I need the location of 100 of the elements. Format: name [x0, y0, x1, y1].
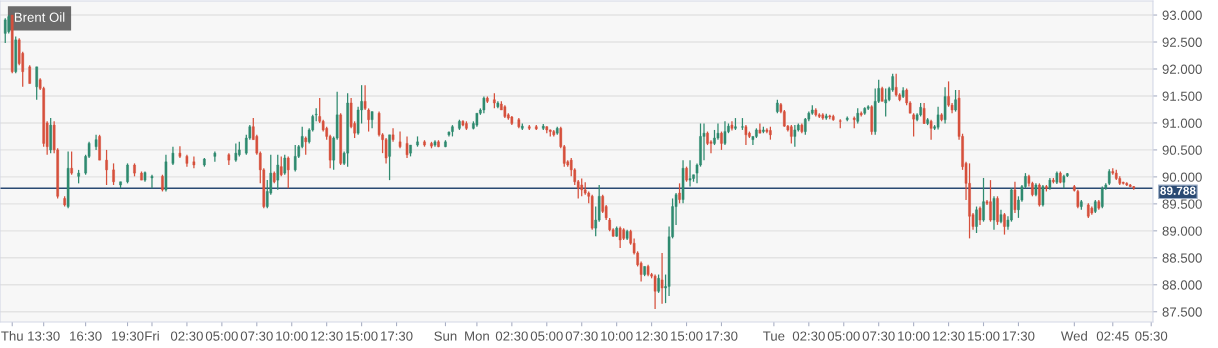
x-tick-label: Fri — [145, 331, 159, 341]
x-tick-label: 02:45 — [1096, 331, 1129, 341]
candlestick — [279, 155, 283, 177]
y-tick-label: 87.500 — [1162, 307, 1202, 317]
candlestick — [657, 273, 660, 294]
candlestick — [989, 179, 992, 223]
candlestick — [741, 117, 744, 131]
x-tick-label: 15:00 — [671, 331, 703, 341]
candlestick — [133, 162, 136, 177]
text: Brent Oil — [14, 12, 65, 22]
y-tick-label: 91.000 — [1162, 118, 1202, 128]
candlestick — [416, 135, 419, 148]
candlestick — [119, 181, 122, 189]
candlestick — [140, 170, 143, 181]
candlestick — [405, 135, 409, 159]
y-tick-label: 92.500 — [1162, 37, 1202, 47]
candlestick — [458, 119, 461, 131]
x-tick-label: 02:30 — [170, 331, 203, 341]
x-tick-label: 12:30 — [311, 331, 343, 341]
candlestick — [968, 162, 971, 240]
x-tick-label: 05:00 — [205, 331, 238, 341]
candlestick — [734, 117, 737, 131]
candlestick — [3, 17, 7, 44]
x-tick-label: 16:30 — [70, 331, 102, 341]
candlestick — [954, 89, 957, 113]
candlestick — [723, 120, 727, 146]
candlestick — [286, 155, 290, 189]
x-tick-label: 12:30 — [933, 331, 965, 341]
candlestick — [1003, 212, 1006, 236]
x-tick-label: Wed — [1060, 331, 1087, 341]
y-tick-label: 93.000 — [1162, 10, 1202, 20]
candlestick — [276, 154, 280, 191]
candlestick — [451, 124, 454, 138]
x-tick-label: 10:00 — [276, 331, 308, 341]
y-tick-label: 90.000 — [1162, 172, 1202, 182]
candlestick — [28, 64, 31, 85]
candlestick — [192, 155, 196, 169]
candlestick — [391, 127, 395, 143]
y-tick-label: 89.500 — [1162, 199, 1202, 209]
x-tick-label: 10:00 — [898, 331, 930, 341]
x-tick-label: 05:30 — [1135, 331, 1168, 341]
candlestick — [150, 174, 154, 189]
y-tick-label: 89.000 — [1162, 226, 1202, 236]
candlestick — [678, 182, 681, 204]
x-tick-label: 12:30 — [636, 331, 668, 341]
y-tick-label: 88.000 — [1162, 280, 1202, 290]
candlestick — [105, 149, 108, 186]
candlestick — [178, 145, 182, 159]
candlestick — [171, 146, 175, 166]
candlestick — [444, 139, 447, 148]
candlestick — [716, 122, 720, 141]
candlestick — [653, 273, 657, 310]
candlestick — [790, 124, 793, 145]
x-tick-label: 07:30 — [862, 331, 895, 341]
candlestick — [940, 112, 943, 122]
candlestick — [35, 66, 38, 101]
candlestick — [744, 124, 748, 146]
x-tick-label: 17:30 — [705, 331, 738, 341]
x-tick-label: Tue — [763, 331, 785, 341]
candlestick — [112, 162, 115, 186]
x-tick-label: Thu — [1, 331, 23, 341]
candlestick — [388, 134, 391, 181]
candlestick — [423, 139, 426, 148]
x-tick-label: Mon — [465, 331, 489, 341]
y-tick-label: 90.500 — [1162, 145, 1202, 155]
candlestick — [409, 144, 412, 158]
candlestick — [884, 87, 887, 118]
candlestick — [762, 126, 765, 134]
y-tick-label: 91.500 — [1162, 91, 1202, 101]
candlestick — [1041, 184, 1045, 208]
y-tick-label: 92.000 — [1162, 64, 1202, 74]
candlestick — [943, 86, 947, 125]
candlestick — [992, 195, 996, 231]
candlestick — [398, 130, 402, 149]
candlestick — [978, 205, 982, 226]
candlestick — [660, 252, 664, 305]
candlestick — [384, 137, 388, 165]
candlestick — [982, 177, 985, 223]
candlestick — [1045, 184, 1048, 193]
x-tick-label: 15:00 — [346, 331, 378, 341]
ref-line-label: 89.788 — [1160, 186, 1196, 195]
candlestick — [936, 106, 940, 131]
candlestick — [430, 141, 433, 149]
x-tick-label: 13:30 — [28, 331, 60, 341]
x-tick-label: 17:30 — [1002, 331, 1035, 341]
candlestick — [685, 166, 688, 183]
x-tick-label: 15:00 — [968, 331, 1000, 341]
candlestick — [98, 134, 101, 161]
x-tick-label: 17:30 — [381, 331, 413, 341]
candlestick — [975, 205, 978, 234]
candlestick — [283, 154, 287, 176]
candlestick — [758, 122, 762, 134]
candlestick — [688, 159, 692, 188]
candlestick — [293, 144, 297, 173]
candlestick — [465, 120, 468, 131]
candlestick — [755, 127, 758, 139]
candlestick — [996, 195, 999, 226]
x-tick-label: 07:30 — [565, 331, 598, 341]
y-tick-label: 88.500 — [1162, 253, 1202, 263]
candlestick — [161, 174, 164, 193]
